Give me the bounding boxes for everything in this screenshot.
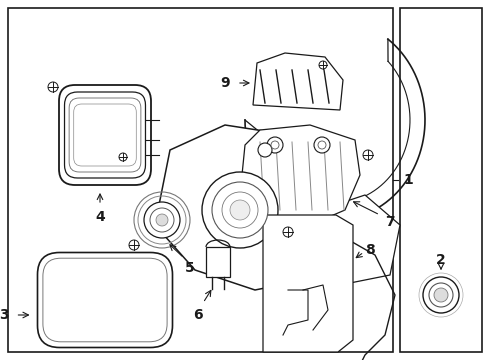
Text: 7: 7 [385, 215, 395, 229]
Circle shape [363, 150, 373, 160]
Circle shape [271, 141, 279, 149]
Polygon shape [253, 53, 343, 110]
Circle shape [318, 141, 326, 149]
Circle shape [129, 240, 139, 250]
Circle shape [144, 202, 180, 238]
Circle shape [202, 172, 278, 248]
Circle shape [48, 82, 58, 92]
Text: 9: 9 [220, 76, 230, 90]
Circle shape [222, 192, 258, 228]
Circle shape [258, 143, 272, 157]
Circle shape [434, 288, 448, 302]
Circle shape [319, 61, 327, 69]
Circle shape [156, 214, 168, 226]
Text: 3: 3 [0, 308, 8, 322]
Circle shape [423, 277, 459, 313]
Text: 8: 8 [365, 243, 375, 257]
Circle shape [230, 200, 250, 220]
Circle shape [283, 227, 293, 237]
Circle shape [212, 182, 268, 238]
Text: 4: 4 [95, 210, 105, 224]
Bar [206, 247, 230, 277]
Text: 6: 6 [193, 308, 203, 322]
Circle shape [314, 137, 330, 153]
Circle shape [119, 153, 127, 161]
Polygon shape [155, 125, 340, 290]
Circle shape [267, 137, 283, 153]
Circle shape [429, 283, 453, 307]
Bar [8, 8, 393, 352]
Polygon shape [240, 125, 360, 225]
Circle shape [150, 208, 174, 232]
FancyBboxPatch shape [43, 258, 167, 342]
Bar [400, 8, 482, 352]
Text: 5: 5 [185, 261, 195, 275]
FancyBboxPatch shape [38, 252, 172, 347]
Polygon shape [263, 215, 353, 352]
Text: 2: 2 [436, 253, 446, 267]
Text: 1: 1 [403, 173, 413, 187]
Polygon shape [305, 195, 400, 285]
